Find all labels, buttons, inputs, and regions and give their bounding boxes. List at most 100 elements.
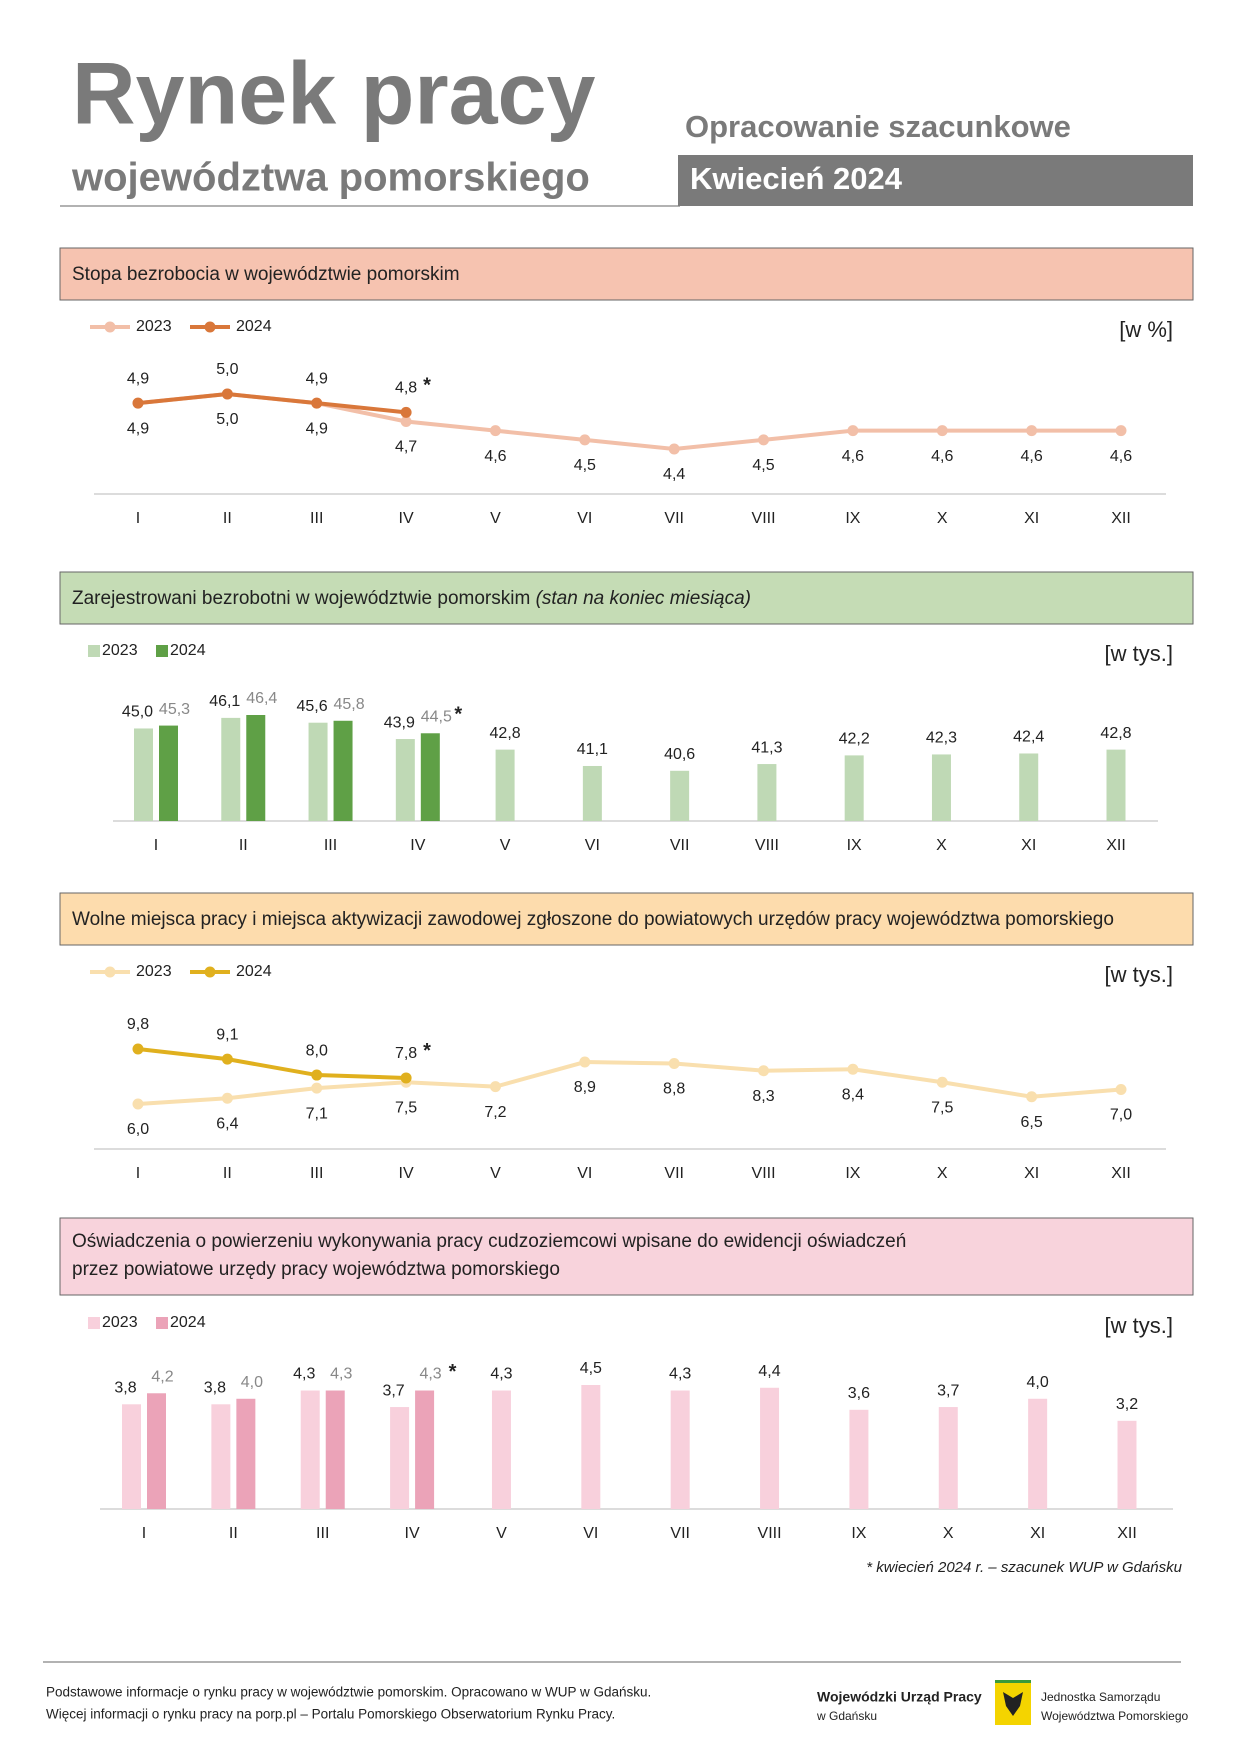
point: [489, 1081, 501, 1093]
unit-label: [w tys.]: [1105, 1313, 1173, 1338]
bar: [1106, 749, 1126, 821]
legend-marker: [156, 1317, 168, 1329]
value-label: 4,7: [395, 439, 417, 456]
bar: [1028, 1398, 1048, 1509]
legend-marker: [204, 321, 216, 333]
org-name: Wojewódzki Urząd Pracy: [817, 1689, 982, 1705]
value-label: 45,6: [296, 698, 327, 715]
legend-label: 2023: [136, 963, 172, 980]
x-tick-label: VII: [664, 510, 684, 527]
value-label: 45,3: [159, 701, 190, 718]
header-note: Opracowanie szacunkowe: [685, 109, 1071, 144]
legend-marker: [156, 645, 168, 657]
x-tick-label: VII: [670, 837, 690, 854]
x-tick-label: XII: [1106, 837, 1126, 854]
line: [137, 391, 1121, 452]
x-tick-label: III: [324, 837, 337, 854]
value-label: 42,2: [839, 731, 870, 748]
value-label: 8,0: [306, 1042, 328, 1059]
value-label: 4,6: [1110, 448, 1132, 465]
bar: [844, 755, 864, 821]
x-tick-label: VI: [577, 1165, 592, 1182]
point: [1026, 425, 1038, 437]
value-label: 3,8: [204, 1380, 226, 1397]
value-label: 7,5: [931, 1100, 953, 1117]
legend-marker: [88, 645, 100, 657]
point: [668, 443, 680, 455]
bar: [122, 1404, 141, 1509]
bar: [308, 722, 328, 821]
value-label: 6,4: [216, 1115, 238, 1132]
section-title: Wolne miejsca pracy i miejsca aktywizacj…: [72, 909, 1114, 930]
point: [847, 425, 859, 437]
point: [132, 397, 144, 409]
point: [668, 1057, 680, 1069]
value-label: 4,3: [330, 1366, 352, 1383]
value-label: 4,4: [663, 466, 685, 483]
point: [221, 1053, 233, 1065]
value-label: 7,5: [395, 1100, 417, 1117]
bar: [325, 1390, 345, 1509]
unit-label: [w tys.]: [1105, 962, 1173, 987]
x-tick-label: VIII: [752, 1165, 776, 1182]
x-tick-label: II: [229, 1525, 238, 1542]
x-tick-label: III: [310, 510, 323, 527]
value-label: 42,3: [926, 730, 957, 747]
x-tick-label: XI: [1021, 837, 1036, 854]
x-tick-label: I: [136, 510, 140, 527]
x-tick-label: XII: [1117, 1525, 1137, 1542]
point: [221, 1092, 233, 1104]
x-tick-label: I: [154, 837, 158, 854]
emblem: [1003, 1692, 1023, 1716]
value-label: 3,8: [114, 1380, 136, 1397]
bar: [581, 1385, 601, 1509]
value-label: 46,1: [209, 693, 240, 710]
value-label: 9,8: [127, 1016, 149, 1033]
bar: [849, 1409, 869, 1509]
bar: [415, 1390, 435, 1509]
point: [579, 434, 591, 446]
x-tick-label: VI: [583, 1525, 598, 1542]
x-tick-label: X: [936, 837, 947, 854]
main-title: Rynek pracy: [72, 43, 595, 142]
legend-marker: [104, 966, 116, 978]
section-title: Zarejestrowani bezrobotni w województwie…: [72, 588, 751, 609]
x-tick-label: V: [496, 1525, 507, 1542]
value-label: 7,2: [484, 1104, 506, 1121]
bar: [236, 1398, 256, 1509]
point: [1115, 425, 1127, 437]
section-box: [59, 571, 1194, 625]
value-label: 4,9: [306, 420, 328, 437]
annotation: *: [423, 375, 431, 397]
org-name: w Gdańsku: [816, 1709, 877, 1723]
x-tick-label: XII: [1111, 1165, 1131, 1182]
point: [758, 434, 770, 446]
value-label: 4,6: [1021, 448, 1043, 465]
point: [400, 416, 412, 427]
point: [132, 1043, 144, 1055]
value-label: 6,0: [127, 1121, 149, 1138]
point: [311, 1069, 323, 1081]
value-label: 4,0: [1027, 1374, 1049, 1391]
legend-marker: [104, 321, 116, 333]
point: [847, 1063, 859, 1075]
annotation: *: [423, 1040, 431, 1062]
x-tick-label: X: [937, 510, 948, 527]
unit-label: [w %]: [1119, 317, 1173, 342]
x-tick-label: V: [490, 1165, 501, 1182]
x-tick-label: II: [223, 1165, 232, 1182]
value-label: 5,0: [216, 411, 238, 428]
x-tick-label: II: [223, 510, 232, 527]
annotation: *: [454, 704, 462, 726]
bar: [757, 764, 777, 821]
value-label: 4,9: [127, 420, 149, 437]
point: [400, 1072, 412, 1084]
bar: [420, 733, 440, 821]
section-title: Wolne miejsca pracy i miejsca aktywizacj…: [72, 909, 1114, 930]
bar: [670, 770, 690, 821]
value-label: 45,8: [333, 696, 364, 713]
x-tick-label: VI: [585, 837, 600, 854]
x-tick-label: V: [500, 837, 511, 854]
value-label: 4,5: [580, 1360, 602, 1377]
bar: [300, 1390, 320, 1509]
